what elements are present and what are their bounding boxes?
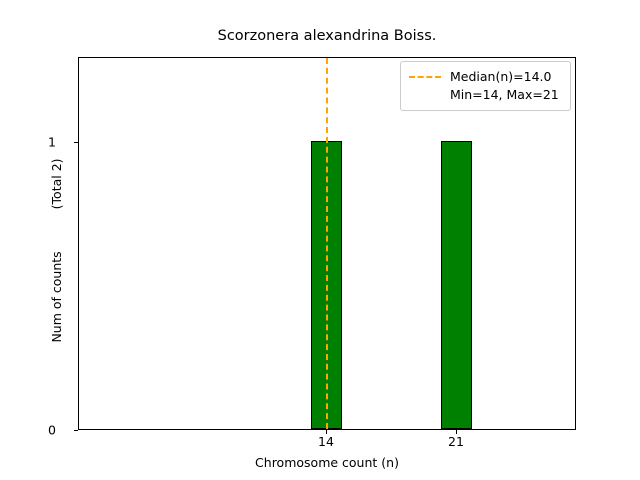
y-axis-label: Num of counts (Total 2) [49,64,64,437]
median-line [326,58,328,429]
x-tick-mark-14 [326,430,327,434]
x-tick-label-14: 14 [318,434,334,449]
chart-title: Scorzonera alexandrina Boiss. [217,28,437,44]
y-tick-mark-0 [74,430,78,431]
y-axis-label-line1: Num of counts [49,251,64,343]
y-tick-label-0: 0 [48,422,56,438]
legend: Median(n)=14.0 Min=14, Max=21 [400,61,571,111]
dashed-line-icon [409,76,441,78]
legend-label-median: Median(n)=14.0 [450,69,552,84]
y-axis-label-line2: (Total 2) [49,158,64,210]
x-tick-mark-21 [456,430,457,434]
bar-21 [441,141,472,429]
plot-area [78,57,576,430]
y-tick-label-1: 1 [48,134,56,150]
legend-entry-median: Median(n)=14.0 [409,68,562,86]
legend-entry-minmax: Min=14, Max=21 [409,86,562,104]
legend-label-minmax: Min=14, Max=21 [450,87,559,102]
x-axis-label: Chromosome count (n) [255,455,399,470]
y-tick-mark-1 [74,142,78,143]
x-tick-label-21: 21 [448,434,464,449]
